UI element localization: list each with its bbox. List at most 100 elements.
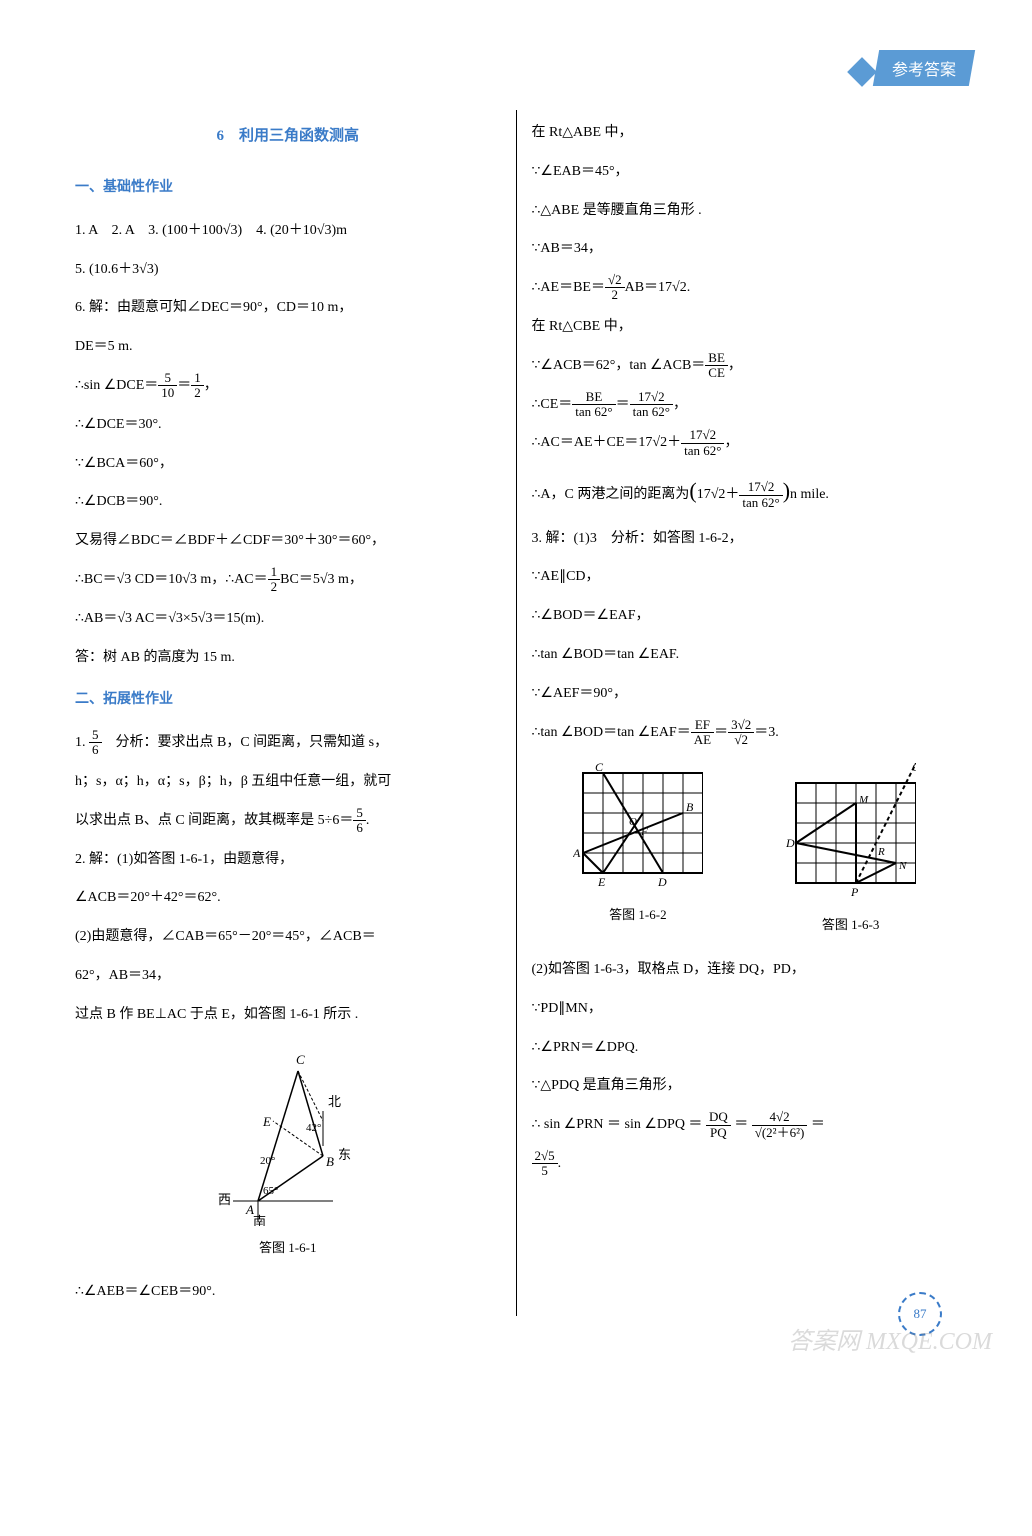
t: ∴AE＝BE＝ — [532, 280, 605, 295]
den: 2 — [191, 386, 204, 400]
t: ， — [204, 378, 218, 393]
text: (2)由题意得，∠CAB＝65°－20°＝45°，∠ACB＝ — [75, 922, 501, 953]
text: 3. 解：(1)3 分析：如答图 1-6-2， — [532, 524, 958, 555]
text: ∴CE＝BEtan 62°＝17√2tan 62°， — [532, 390, 958, 421]
text: ∴∠AEB＝∠CEB＝90°. — [75, 1277, 501, 1308]
den: 2 — [268, 580, 281, 594]
t: 1. — [75, 735, 89, 750]
t: ＝3. — [754, 725, 779, 740]
fraction: 17√2tan 62° — [739, 480, 782, 510]
num: 1 — [268, 565, 281, 580]
text: 1. A 2. A 3. (100＋100√3) 4. (20＋10√3)m — [75, 216, 501, 247]
text: ∵△PDQ 是直角三角形， — [532, 1071, 958, 1102]
svg-text:20°: 20° — [260, 1155, 275, 1167]
svg-text:E: E — [262, 1114, 271, 1129]
text: 在 Rt△CBE 中， — [532, 312, 958, 343]
text: ∴tan ∠BOD＝tan ∠EAF＝EFAE＝3√2√2＝3. — [532, 718, 958, 749]
t: ＝ — [616, 397, 630, 412]
svg-text:西: 西 — [218, 1192, 231, 1207]
svg-text:Q: Q — [912, 763, 916, 774]
grid-diagram: Q M D R N P — [786, 763, 916, 903]
t: ∴A，C 两港之间的距离为 — [532, 487, 690, 502]
badge-text: 参考答案 — [892, 56, 956, 80]
num: EF — [691, 718, 714, 733]
svg-text:C: C — [296, 1052, 305, 1067]
text: ∴∠DCB＝90°. — [75, 487, 501, 518]
left-column: 6 利用三角函数测高 一、基础性作业 1. A 2. A 3. (100＋100… — [60, 110, 517, 1316]
den: 10 — [158, 386, 177, 400]
fraction: √22 — [605, 273, 625, 303]
t: ＝ — [731, 1117, 752, 1132]
text: ∴tan ∠BOD＝tan ∠EAF. — [532, 640, 958, 671]
den: tan 62° — [572, 405, 615, 419]
text: 6. 解：由题意可知∠DEC＝90°，CD＝10 m， — [75, 293, 501, 324]
grid-diagram: C B O F A E D — [573, 763, 703, 893]
fraction: 4√2√(2²＋6²) — [752, 1110, 808, 1140]
t: ∴tan ∠BOD＝tan ∠EAF＝ — [532, 725, 691, 740]
text: ∵∠BCA＝60°， — [75, 449, 501, 480]
fig-caption: 答图 1-6-2 — [573, 901, 703, 930]
svg-text:B: B — [686, 800, 694, 814]
header-badge: 参考答案 — [847, 50, 972, 87]
fraction: 2√55 — [532, 1149, 558, 1179]
num: 4√2 — [752, 1110, 808, 1125]
text: 2√55. — [532, 1149, 958, 1180]
den: AE — [691, 733, 714, 747]
text: ∴AC＝AE＋CE＝17√2＋17√2tan 62°， — [532, 428, 958, 459]
text: 62°，AB＝34， — [75, 961, 501, 992]
den: 2 — [605, 288, 625, 302]
den: tan 62° — [739, 496, 782, 510]
text: ∴sin ∠DCE＝510＝12， — [75, 371, 501, 402]
t: ∴AC＝AE＋CE＝17√2＋ — [532, 435, 682, 450]
svg-text:65°: 65° — [263, 1185, 278, 1197]
text: ∴∠DCE＝30°. — [75, 410, 501, 441]
grid-figures: C B O F A E D 答图 1-6-2 — [532, 763, 958, 940]
text: ∴∠PRN＝∠DPQ. — [532, 1033, 958, 1064]
figure-1-6-3: Q M D R N P 答图 1-6-3 — [786, 763, 916, 940]
t: . — [558, 1156, 562, 1171]
svg-text:O: O — [629, 816, 637, 828]
text: 1. 56 分析：要求出点 B，C 间距离，只需知道 s， — [75, 728, 501, 759]
t: AB＝17√2. — [625, 280, 691, 295]
svg-text:A: A — [573, 846, 581, 860]
num: 17√2 — [681, 428, 724, 443]
den: √(2²＋6²) — [752, 1126, 808, 1140]
den: PQ — [706, 1126, 731, 1140]
badge-box: 参考答案 — [873, 50, 975, 86]
section-basic: 一、基础性作业 — [75, 173, 501, 204]
text: ∴BC＝√3 CD＝10√3 m，∴AC＝12BC＝5√3 m， — [75, 565, 501, 596]
text: ∵∠ACB＝62°，tan ∠ACB＝BECE， — [532, 351, 958, 382]
text: ∴A，C 两港之间的距离为(17√2＋17√2tan 62°)n mile. — [532, 467, 958, 515]
fraction: 56 — [89, 728, 102, 758]
den: √2 — [728, 733, 754, 747]
text: 5. (10.6＋3√3) — [75, 255, 501, 286]
svg-text:F: F — [640, 826, 648, 838]
den: 6 — [89, 743, 102, 757]
den: 6 — [353, 821, 366, 835]
t: ， — [724, 435, 738, 450]
text: 答：树 AB 的高度为 15 m. — [75, 643, 501, 674]
t: ∵∠ACB＝62°，tan ∠ACB＝ — [532, 358, 706, 373]
t: BC＝5√3 m， — [280, 572, 363, 587]
svg-text:M: M — [858, 794, 869, 806]
svg-text:P: P — [850, 885, 859, 899]
t: 分析：要求出点 B，C 间距离，只需知道 s， — [102, 735, 389, 750]
num: 17√2 — [739, 480, 782, 495]
svg-text:N: N — [898, 860, 907, 872]
num: 17√2 — [630, 390, 673, 405]
svg-text:东: 东 — [338, 1147, 351, 1162]
text: 2. 解：(1)如答图 1-6-1，由题意得， — [75, 845, 501, 876]
text: 以求出点 B、点 C 间距离，故其概率是 5÷6＝56. — [75, 806, 501, 837]
t: ∴sin ∠DCE＝ — [75, 378, 158, 393]
section-ext: 二、拓展性作业 — [75, 685, 501, 716]
num: 5 — [89, 728, 102, 743]
fraction: BEtan 62° — [572, 390, 615, 420]
num: 5 — [158, 371, 177, 386]
t: ＝ — [807, 1117, 825, 1132]
num: 1 — [191, 371, 204, 386]
den: tan 62° — [681, 444, 724, 458]
num: 3√2 — [728, 718, 754, 733]
t: . — [366, 813, 370, 828]
fraction: 12 — [268, 565, 281, 595]
svg-text:B: B — [326, 1154, 334, 1169]
